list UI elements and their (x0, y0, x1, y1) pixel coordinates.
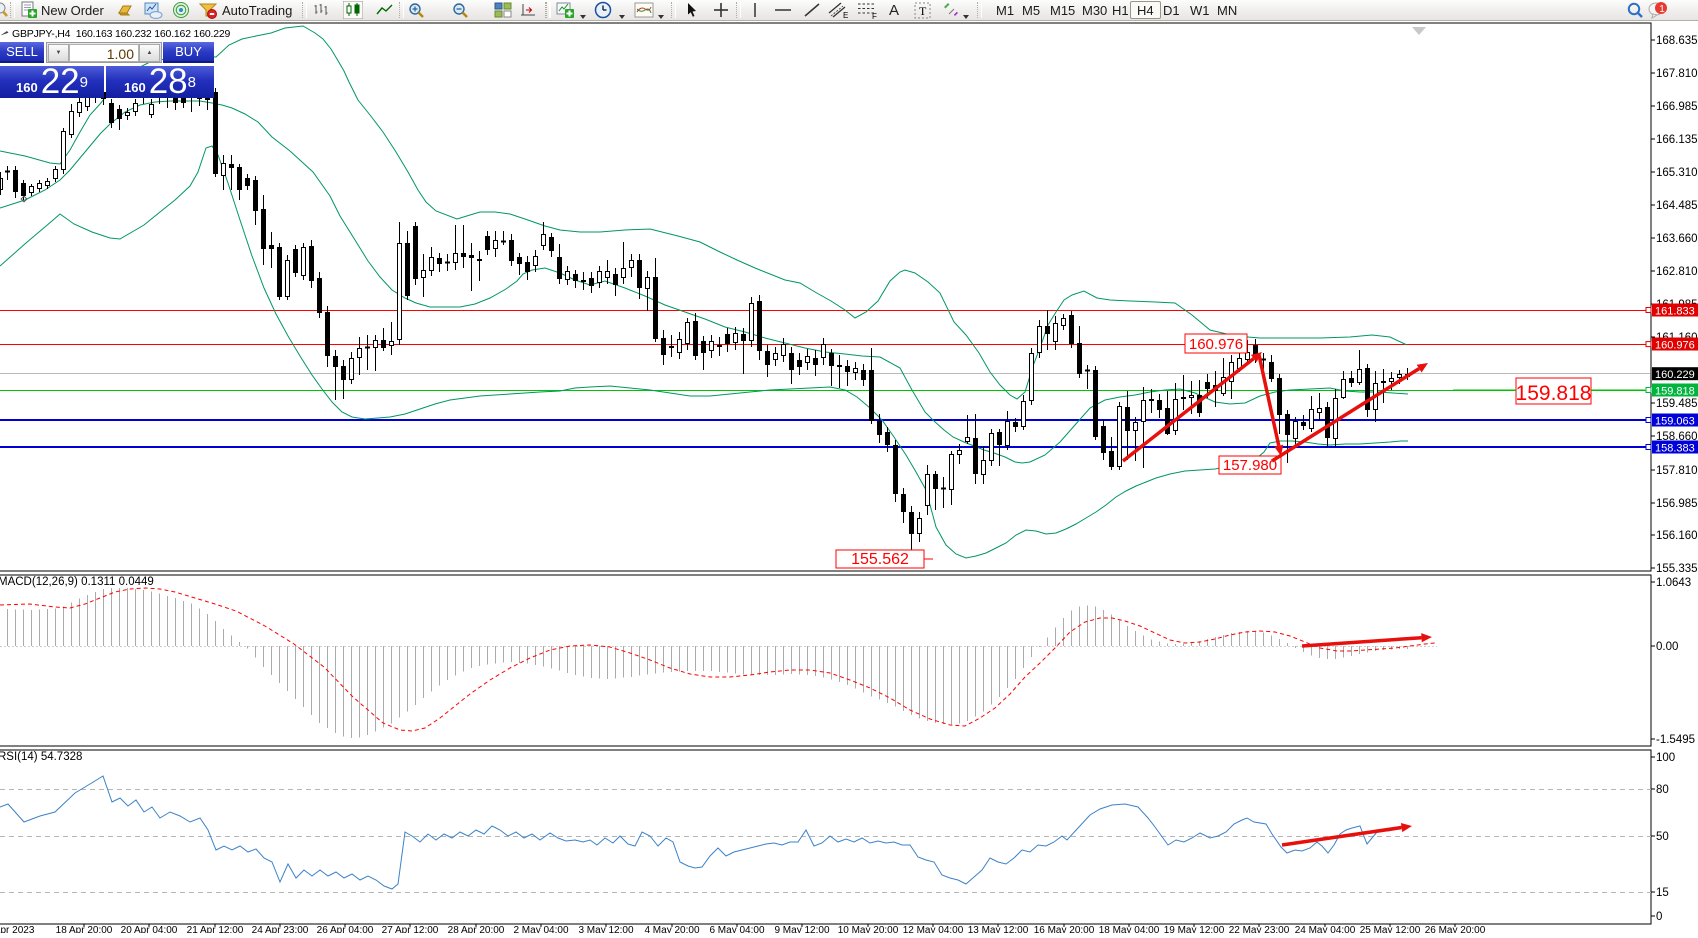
svg-text:27 Apr 12:00: 27 Apr 12:00 (382, 925, 439, 933)
svg-text:19 May 12:00: 19 May 12:00 (1164, 925, 1225, 933)
svg-text:162.810: 162.810 (1656, 266, 1698, 278)
svg-text:159.818: 159.818 (1655, 386, 1695, 398)
svg-text:12 May 04:00: 12 May 04:00 (903, 925, 964, 933)
svg-text:156.160: 156.160 (1656, 530, 1698, 542)
svg-text:159.485: 159.485 (1656, 398, 1698, 410)
svg-text:161.833: 161.833 (1655, 306, 1695, 318)
svg-text:-1.5495: -1.5495 (1656, 734, 1695, 746)
svg-text:155.335: 155.335 (1656, 563, 1698, 575)
svg-text:RSI(14) 54.7328: RSI(14) 54.7328 (0, 751, 82, 763)
svg-text:50: 50 (1656, 831, 1669, 843)
svg-text:18 Apr 20:00: 18 Apr 20:00 (56, 925, 113, 933)
svg-text:100: 100 (1656, 752, 1675, 764)
svg-text:10 May 20:00: 10 May 20:00 (838, 925, 899, 933)
svg-text:20 Apr 04:00: 20 Apr 04:00 (121, 925, 178, 933)
svg-text:160.976: 160.976 (1655, 340, 1695, 352)
svg-text:164.485: 164.485 (1656, 200, 1698, 212)
svg-text:22 May 23:00: 22 May 23:00 (1229, 925, 1290, 933)
svg-text:21 Apr 12:00: 21 Apr 12:00 (187, 925, 244, 933)
svg-text:157.810: 157.810 (1656, 465, 1698, 477)
svg-text:2 May 04:00: 2 May 04:00 (513, 925, 568, 933)
svg-text:13 May 12:00: 13 May 12:00 (968, 925, 1029, 933)
svg-text:9 May 12:00: 9 May 12:00 (774, 925, 829, 933)
svg-text:3 May 12:00: 3 May 12:00 (578, 925, 633, 933)
svg-text:1: 1 (1659, 4, 1665, 15)
svg-text:163.660: 163.660 (1656, 233, 1698, 245)
svg-text:MACD(12,26,9) 0.1311 0.0449: MACD(12,26,9) 0.1311 0.0449 (0, 576, 154, 588)
svg-text:24 Apr 23:00: 24 Apr 23:00 (252, 925, 309, 933)
svg-text:168.635: 168.635 (1656, 35, 1698, 47)
svg-text:160.976: 160.976 (1189, 336, 1243, 353)
svg-text:0: 0 (1656, 911, 1662, 923)
svg-text:159.818: 159.818 (1516, 382, 1592, 405)
svg-text:25 May 12:00: 25 May 12:00 (1360, 925, 1421, 933)
svg-text:155.562: 155.562 (851, 551, 909, 568)
svg-text:18 May 04:00: 18 May 04:00 (1099, 925, 1160, 933)
svg-text:157.980: 157.980 (1223, 457, 1277, 474)
svg-text:165.310: 165.310 (1656, 167, 1698, 179)
svg-text:28 Apr 20:00: 28 Apr 20:00 (448, 925, 505, 933)
svg-text:1.0643: 1.0643 (1656, 577, 1691, 589)
svg-text:GBPJPY-,H4 160.163 160.232 16: GBPJPY-,H4 160.163 160.232 160.162 160.2… (12, 28, 230, 40)
svg-text:158.660: 158.660 (1656, 431, 1698, 443)
svg-text:6 May 04:00: 6 May 04:00 (709, 925, 764, 933)
svg-text:26 Apr 04:00: 26 Apr 04:00 (317, 925, 374, 933)
svg-text:156.985: 156.985 (1656, 498, 1698, 510)
svg-text:166.135: 166.135 (1656, 134, 1698, 146)
svg-text:T: T (919, 4, 927, 18)
svg-text:0.00: 0.00 (1656, 641, 1678, 653)
svg-text:160.229: 160.229 (1655, 369, 1695, 381)
svg-text:15: 15 (1656, 887, 1669, 899)
svg-text:26 May 20:00: 26 May 20:00 (1425, 925, 1486, 933)
svg-text:16 May 20:00: 16 May 20:00 (1034, 925, 1095, 933)
svg-text:166.985: 166.985 (1656, 101, 1698, 113)
svg-text:24 May 04:00: 24 May 04:00 (1295, 925, 1356, 933)
svg-text:F: F (872, 12, 877, 19)
svg-text:E: E (843, 11, 848, 19)
svg-text:158.383: 158.383 (1655, 443, 1695, 455)
svg-text:167.810: 167.810 (1656, 68, 1698, 80)
svg-text:4 May 20:00: 4 May 20:00 (644, 925, 699, 933)
svg-text:80: 80 (1656, 784, 1669, 796)
svg-text:159.063: 159.063 (1655, 416, 1695, 428)
svg-text:6 Apr 2023: 6 Apr 2023 (0, 925, 35, 933)
